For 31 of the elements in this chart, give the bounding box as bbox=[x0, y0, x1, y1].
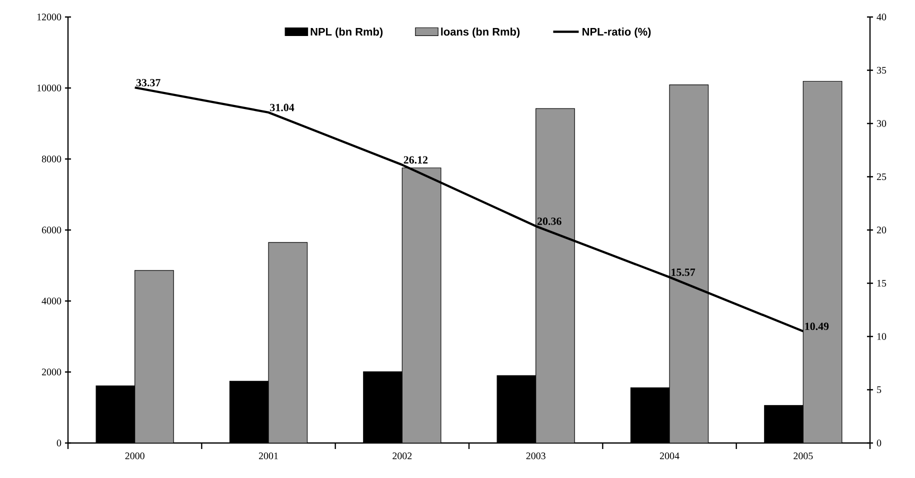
y-tick-label: 2000 bbox=[42, 368, 62, 376]
data-label: 26.12 bbox=[404, 156, 428, 164]
y2-tick-label: 20 bbox=[876, 226, 886, 234]
y-tick-label: 10000 bbox=[37, 84, 62, 92]
data-label: 33.37 bbox=[136, 79, 160, 86]
y2-tick-label: 35 bbox=[877, 66, 886, 74]
y2-tick-label: 25 bbox=[876, 173, 886, 180]
x-tick-label: 2003 bbox=[526, 452, 546, 460]
data-label: 31.04 bbox=[270, 104, 294, 112]
x-tick-label: 2004 bbox=[660, 452, 680, 460]
y2-tick-label: 40 bbox=[876, 14, 886, 20]
y2-tick-label: 10 bbox=[877, 333, 886, 340]
y2-tick-label: 0 bbox=[876, 440, 882, 446]
y2-tick-label: 5 bbox=[877, 386, 882, 394]
y-tick-label: 0 bbox=[56, 440, 62, 446]
y-tick-label: 12000 bbox=[37, 14, 62, 20]
data-label: 15.57 bbox=[672, 268, 696, 276]
data-label: 10.49 bbox=[805, 322, 829, 330]
x-tick-label: 2001 bbox=[258, 452, 278, 460]
legend-label: NPL (bn Rmb) bbox=[310, 28, 383, 38]
y-tick-label: 8000 bbox=[42, 156, 62, 162]
y-tick-label: 6000 bbox=[42, 226, 62, 234]
y-tick-label: 4000 bbox=[42, 298, 62, 304]
y2-tick-label: 30 bbox=[877, 120, 886, 127]
legend-label: NPL-ratio (%) bbox=[582, 28, 651, 38]
x-tick-label: 2002 bbox=[392, 452, 412, 460]
x-tick-label: 2000 bbox=[125, 452, 144, 460]
x-tick-label: 2005 bbox=[794, 452, 813, 460]
legend-label: loans (bn Rmb) bbox=[441, 28, 520, 38]
data-label: 20.36 bbox=[537, 218, 562, 225]
y2-tick-label: 15 bbox=[877, 280, 886, 287]
